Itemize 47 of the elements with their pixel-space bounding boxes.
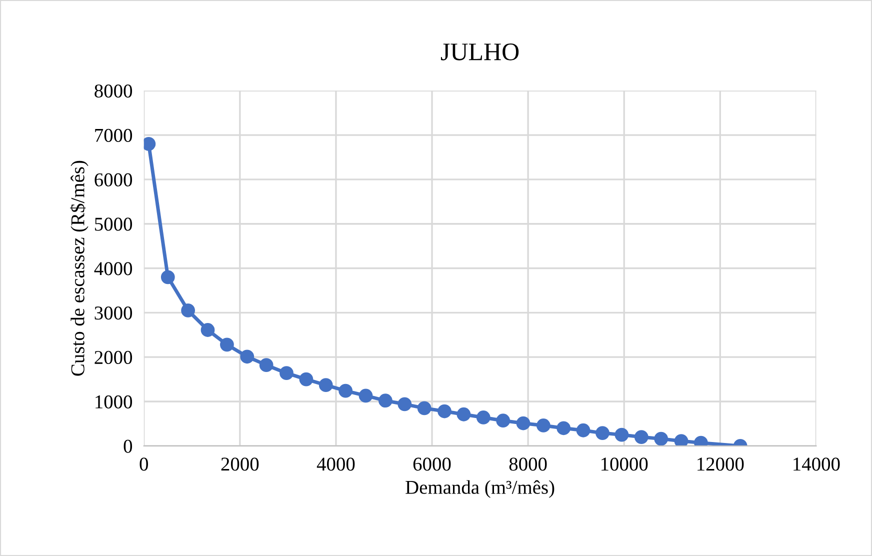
y-tick-label: 0	[124, 440, 132, 453]
point	[456, 407, 471, 422]
y-tick-label: 7000	[95, 128, 132, 142]
y-tick-label: 8000	[94, 84, 132, 98]
x-tick-label: 14000	[794, 458, 840, 471]
point	[240, 350, 254, 364]
point	[181, 304, 196, 318]
y-axis-title: Custo de escassez (R$/mês)	[70, 160, 88, 376]
point	[674, 434, 688, 446]
chart-title: JULHO	[440, 44, 519, 60]
x-tick-label: 0	[140, 458, 148, 471]
point	[358, 388, 373, 403]
point	[654, 432, 668, 446]
point	[398, 397, 412, 412]
point	[634, 430, 648, 444]
point	[280, 366, 294, 380]
point	[200, 323, 215, 337]
point	[318, 378, 333, 392]
y-tick-label: 6000	[94, 173, 132, 186]
point	[614, 428, 629, 442]
x-tick-label: 12000	[698, 458, 744, 471]
y-tick-label: 5000	[95, 218, 132, 231]
point	[576, 423, 590, 438]
point	[299, 372, 314, 386]
point	[160, 270, 175, 284]
x-tick-label: 4000	[316, 458, 355, 471]
point	[556, 421, 571, 436]
point	[476, 410, 490, 424]
y-tick-label: 2000	[94, 350, 132, 364]
x-tick-label: 2000	[221, 458, 259, 471]
point	[536, 418, 550, 432]
point	[516, 416, 530, 430]
point	[596, 426, 610, 440]
y-tick-label: 3000	[94, 306, 132, 320]
point	[338, 384, 353, 398]
point	[220, 338, 234, 352]
point	[496, 414, 510, 428]
x-axis-title: Demanda (m³/mês)	[406, 480, 554, 498]
point	[417, 401, 432, 416]
point	[378, 394, 392, 408]
x-tick-label: 10000	[602, 458, 648, 471]
x-tick-label: 8000	[509, 458, 547, 471]
point	[438, 404, 452, 418]
y-tick-label: 4000	[94, 262, 132, 276]
y-tick-label: 1000	[96, 395, 132, 408]
point	[259, 358, 274, 372]
x-tick-label: 6000	[413, 458, 451, 471]
